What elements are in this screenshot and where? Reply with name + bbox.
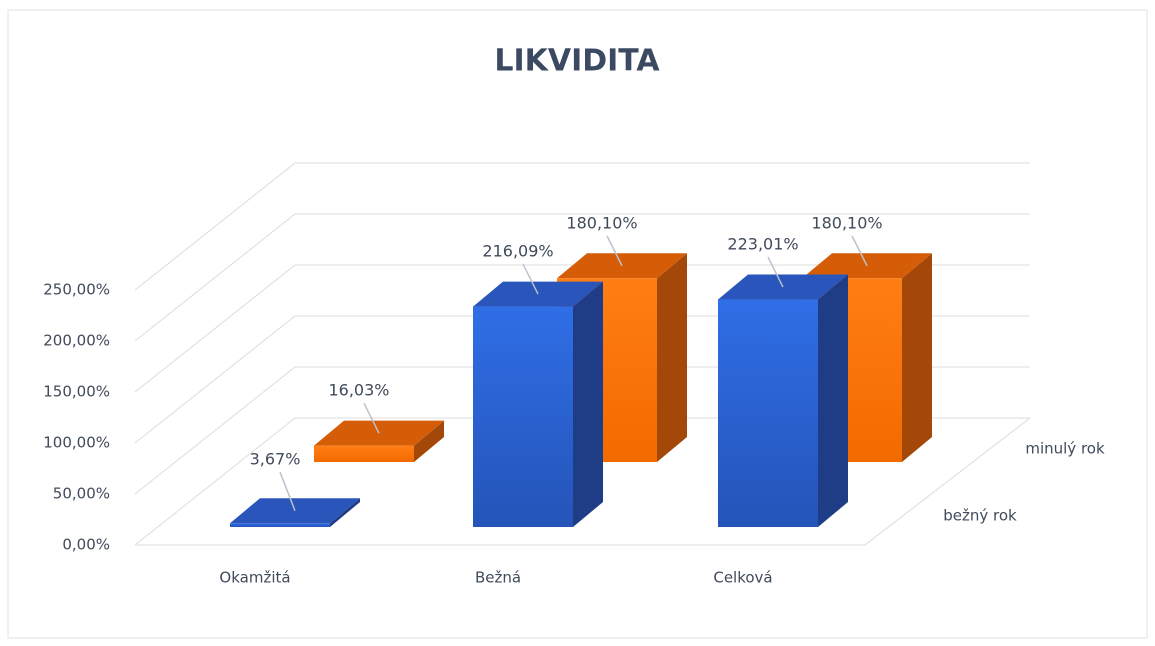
grid-line bbox=[134, 264, 1030, 393]
bar-front bbox=[314, 445, 414, 462]
bar-side bbox=[330, 498, 360, 527]
y-tick-label: 200,00% bbox=[43, 332, 110, 350]
grid-line bbox=[134, 162, 1030, 291]
chart-title: LIKVIDITA bbox=[494, 44, 660, 79]
value-label: 180,10% bbox=[566, 213, 637, 232]
leader-line bbox=[522, 263, 539, 295]
y-tick-label: 150,00% bbox=[43, 383, 110, 401]
bar-side bbox=[573, 281, 603, 527]
grid-line bbox=[134, 213, 1030, 342]
bar bbox=[718, 274, 848, 527]
x-tick-label: Okamžitá bbox=[219, 569, 290, 587]
bar-side bbox=[414, 420, 444, 462]
bar-side bbox=[902, 253, 932, 462]
bar-front bbox=[230, 523, 330, 527]
floor-edge bbox=[135, 417, 1031, 546]
x-tick-label: Celková bbox=[713, 569, 772, 587]
legend-label: bežný rok bbox=[943, 507, 1017, 525]
y-tick-label: 50,00% bbox=[53, 485, 110, 503]
x-tick-label: Bežná bbox=[475, 569, 521, 587]
bar-front bbox=[718, 299, 818, 527]
bar-side bbox=[818, 274, 848, 527]
value-label: 16,03% bbox=[328, 381, 389, 400]
value-label: 216,09% bbox=[482, 242, 553, 261]
bar-side bbox=[657, 253, 687, 462]
bar-front bbox=[473, 306, 573, 527]
bar bbox=[314, 420, 444, 462]
y-tick-label: 0,00% bbox=[62, 536, 110, 554]
leader-line bbox=[767, 256, 784, 288]
value-label: 223,01% bbox=[727, 235, 798, 254]
leader-line bbox=[279, 471, 296, 512]
legend-label: minulý rok bbox=[1025, 440, 1105, 458]
leader-line bbox=[851, 235, 868, 267]
y-tick-label: 250,00% bbox=[43, 281, 110, 299]
leader-line bbox=[606, 235, 623, 267]
bar bbox=[473, 281, 603, 527]
value-label: 180,10% bbox=[811, 213, 882, 232]
y-tick-label: 100,00% bbox=[43, 434, 110, 452]
leader-line bbox=[363, 402, 380, 434]
value-label: 3,67% bbox=[250, 450, 301, 469]
